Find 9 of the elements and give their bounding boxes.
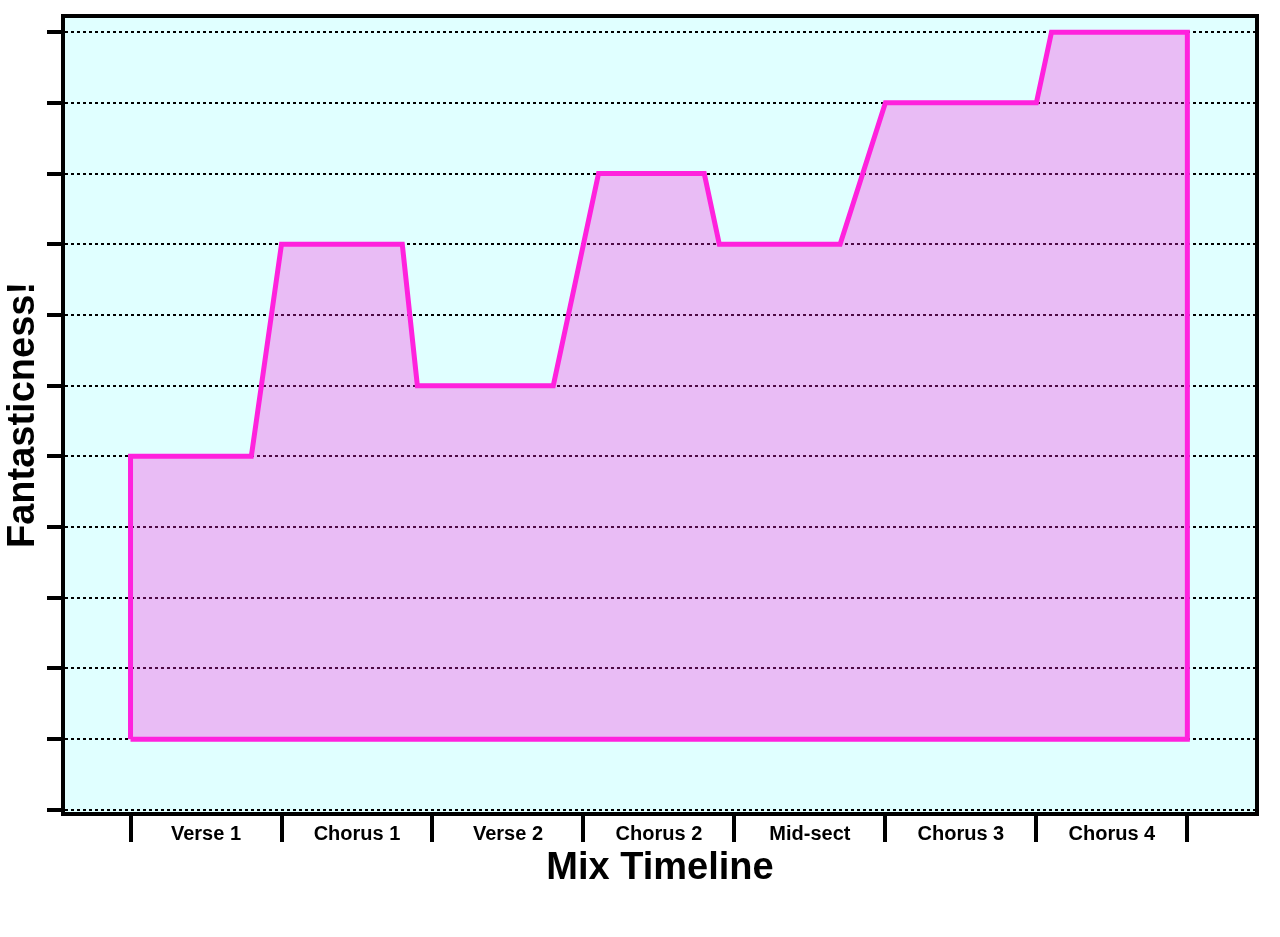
x-tick-label: Chorus 4 — [1068, 822, 1157, 844]
x-tick-label: Mid-sect — [769, 822, 851, 844]
x-tick-label: Verse 2 — [472, 822, 544, 844]
x-tick-label: Chorus 2 — [615, 822, 703, 844]
x-axis-title: Mix Timeline — [546, 844, 774, 887]
x-tick-label: Chorus 1 — [313, 822, 401, 844]
x-tick-label: Verse 1 — [170, 822, 242, 844]
x-tick-label: Chorus 3 — [917, 822, 1005, 844]
y-axis-title: Fantasticness! — [0, 281, 42, 549]
